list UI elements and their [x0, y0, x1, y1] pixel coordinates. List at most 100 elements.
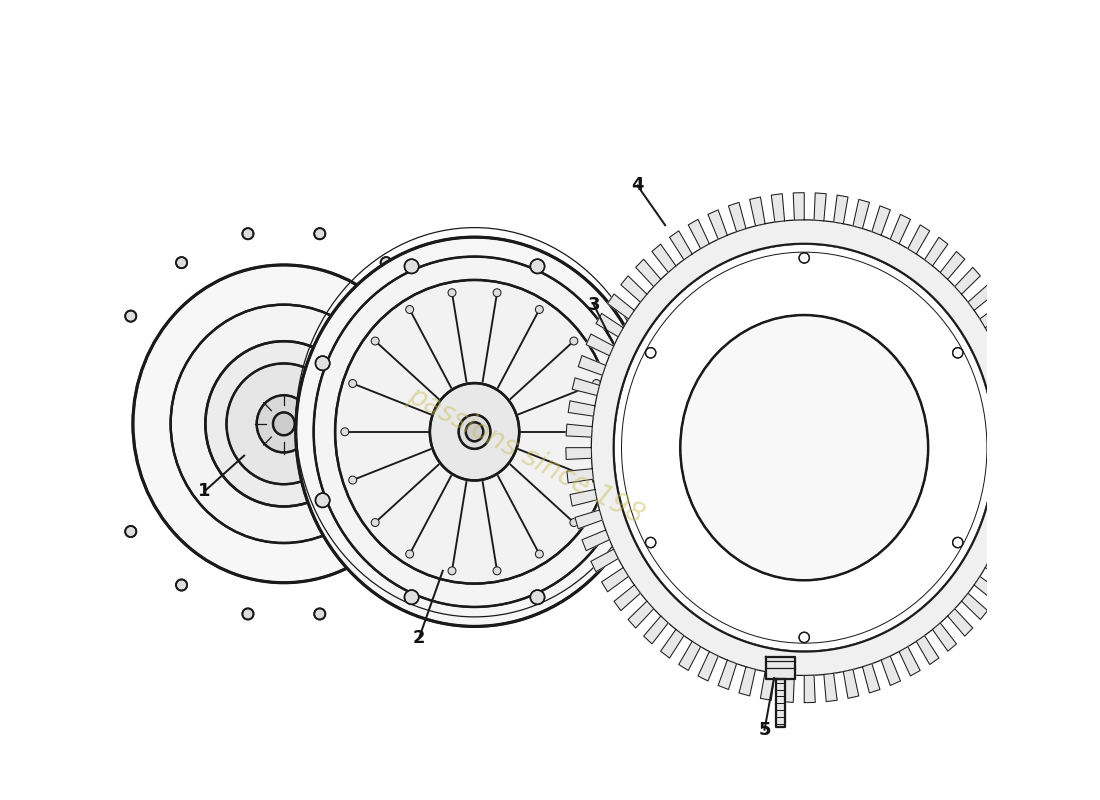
Ellipse shape: [315, 228, 326, 239]
Ellipse shape: [614, 244, 994, 652]
Polygon shape: [872, 206, 890, 235]
Ellipse shape: [459, 414, 491, 449]
Polygon shape: [899, 646, 921, 676]
Polygon shape: [661, 630, 684, 658]
Polygon shape: [614, 585, 640, 610]
Ellipse shape: [125, 526, 136, 537]
Ellipse shape: [430, 383, 519, 481]
Ellipse shape: [176, 257, 187, 268]
Ellipse shape: [176, 579, 187, 590]
Ellipse shape: [536, 550, 543, 558]
Polygon shape: [824, 674, 837, 702]
Ellipse shape: [953, 538, 962, 548]
Text: 4: 4: [631, 177, 644, 194]
Polygon shape: [572, 378, 600, 395]
Polygon shape: [916, 636, 939, 665]
Ellipse shape: [273, 412, 295, 435]
Polygon shape: [689, 219, 710, 249]
Ellipse shape: [256, 395, 311, 453]
Polygon shape: [750, 197, 766, 226]
Polygon shape: [565, 448, 592, 459]
Ellipse shape: [646, 348, 656, 358]
Ellipse shape: [530, 259, 544, 274]
Ellipse shape: [406, 550, 414, 558]
Polygon shape: [592, 220, 1018, 675]
Ellipse shape: [170, 305, 397, 543]
Polygon shape: [1016, 458, 1043, 471]
Ellipse shape: [227, 363, 341, 484]
Polygon shape: [955, 267, 980, 294]
Polygon shape: [890, 214, 911, 244]
Polygon shape: [1015, 413, 1042, 426]
Polygon shape: [582, 530, 609, 550]
Ellipse shape: [530, 590, 544, 604]
Polygon shape: [1003, 520, 1031, 540]
Polygon shape: [852, 199, 869, 229]
Ellipse shape: [125, 310, 136, 322]
Ellipse shape: [341, 428, 349, 436]
Polygon shape: [908, 225, 930, 254]
Ellipse shape: [98, 456, 109, 467]
Polygon shape: [718, 660, 737, 690]
Polygon shape: [591, 550, 618, 572]
Ellipse shape: [459, 456, 470, 467]
Text: 1: 1: [198, 482, 211, 500]
Polygon shape: [933, 623, 957, 651]
Ellipse shape: [98, 381, 109, 391]
Ellipse shape: [133, 265, 434, 582]
Ellipse shape: [619, 493, 634, 507]
Ellipse shape: [608, 410, 659, 462]
Ellipse shape: [646, 538, 656, 548]
Ellipse shape: [623, 424, 645, 447]
Polygon shape: [570, 490, 597, 506]
Polygon shape: [644, 616, 668, 644]
Polygon shape: [948, 609, 972, 636]
Polygon shape: [652, 244, 675, 273]
Ellipse shape: [314, 257, 636, 607]
Polygon shape: [940, 251, 965, 279]
Ellipse shape: [953, 348, 962, 358]
Polygon shape: [766, 657, 794, 679]
Ellipse shape: [493, 567, 500, 574]
Ellipse shape: [604, 405, 663, 467]
Polygon shape: [975, 577, 1001, 602]
Polygon shape: [1012, 390, 1038, 406]
Polygon shape: [739, 666, 756, 696]
Ellipse shape: [570, 337, 578, 345]
Ellipse shape: [536, 306, 543, 314]
Ellipse shape: [431, 526, 442, 537]
Polygon shape: [708, 210, 727, 239]
Polygon shape: [586, 334, 614, 356]
Ellipse shape: [448, 567, 456, 574]
Ellipse shape: [406, 306, 414, 314]
Ellipse shape: [315, 608, 326, 619]
Polygon shape: [782, 674, 794, 702]
Ellipse shape: [799, 632, 810, 642]
Ellipse shape: [242, 608, 253, 619]
Ellipse shape: [349, 476, 356, 484]
Polygon shape: [776, 679, 785, 727]
Polygon shape: [575, 510, 603, 529]
Ellipse shape: [316, 356, 330, 370]
Ellipse shape: [431, 310, 442, 322]
Polygon shape: [793, 193, 804, 220]
Polygon shape: [579, 355, 606, 375]
Polygon shape: [986, 558, 1012, 582]
Polygon shape: [924, 238, 948, 266]
Ellipse shape: [570, 518, 578, 526]
Text: 5: 5: [758, 721, 771, 738]
Text: 3: 3: [587, 296, 600, 314]
Ellipse shape: [799, 253, 810, 263]
Polygon shape: [728, 202, 746, 232]
Ellipse shape: [448, 289, 456, 297]
Ellipse shape: [465, 422, 483, 442]
Ellipse shape: [336, 280, 614, 583]
Polygon shape: [980, 303, 1006, 328]
Polygon shape: [602, 567, 628, 592]
Ellipse shape: [459, 381, 470, 391]
Ellipse shape: [349, 379, 356, 387]
Polygon shape: [814, 193, 826, 221]
Polygon shape: [1013, 479, 1041, 494]
Ellipse shape: [613, 414, 654, 458]
Polygon shape: [679, 642, 701, 670]
